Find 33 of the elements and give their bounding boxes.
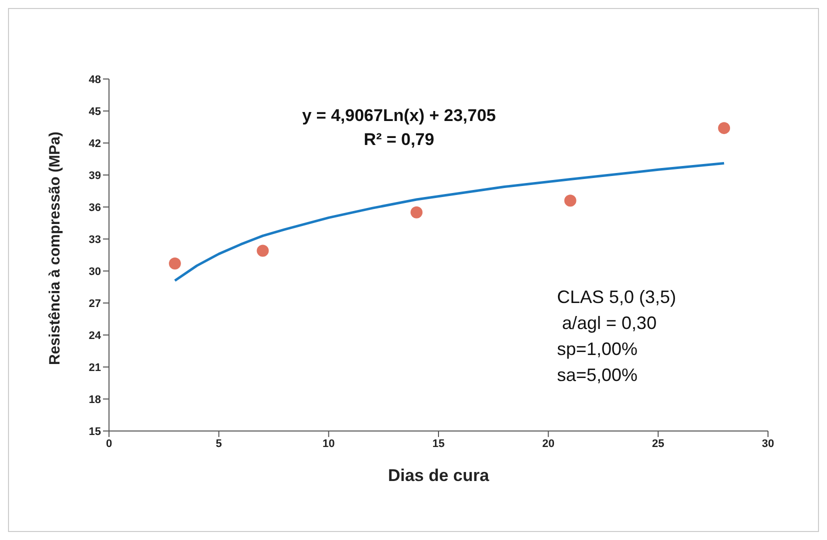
x-tick-label: 25 (652, 438, 664, 450)
y-tick-label: 33 (88, 234, 101, 246)
annotation: a/agl = 0,30 (561, 312, 658, 335)
y-tick-label: 45 (88, 106, 101, 118)
y-tick-label: 27 (88, 298, 101, 310)
annotation: sa=5,00% (557, 364, 639, 387)
x-tick-label: 20 (542, 438, 554, 450)
x-tick-label: 5 (216, 438, 222, 450)
y-tick-label: 21 (88, 362, 101, 374)
y-tick-label: 42 (88, 138, 101, 150)
x-tick-label: 10 (322, 438, 335, 450)
y-tick-label: 18 (88, 394, 101, 406)
line-series (174, 162, 726, 282)
x-axis-title: Dias de cura (388, 466, 490, 485)
y-tick-label: 24 (88, 330, 102, 342)
point (410, 206, 423, 218)
annotation: y = 4,9067Ln(x) + 23,705 (301, 105, 497, 127)
y-tick-label: 30 (88, 266, 101, 278)
y-tick-label: 36 (88, 202, 101, 214)
x-tick-label: 30 (762, 438, 774, 450)
x-tick-label: 15 (432, 438, 445, 450)
x-tick-label: 0 (106, 438, 112, 450)
point (718, 122, 730, 134)
annotation: R² = 0,79 (362, 129, 436, 151)
y-axis-title: Resistência à compressão (MPa) (46, 132, 64, 365)
point (256, 244, 269, 257)
y-tick-label: 48 (88, 74, 101, 86)
point (168, 258, 181, 270)
point (564, 194, 576, 207)
y-tick-label: 15 (88, 426, 101, 438)
y-tick-label: 39 (88, 170, 101, 182)
annotation: CLAS 5,0 (3,5) (557, 286, 676, 309)
annotation: sp=1,00% (557, 338, 639, 361)
